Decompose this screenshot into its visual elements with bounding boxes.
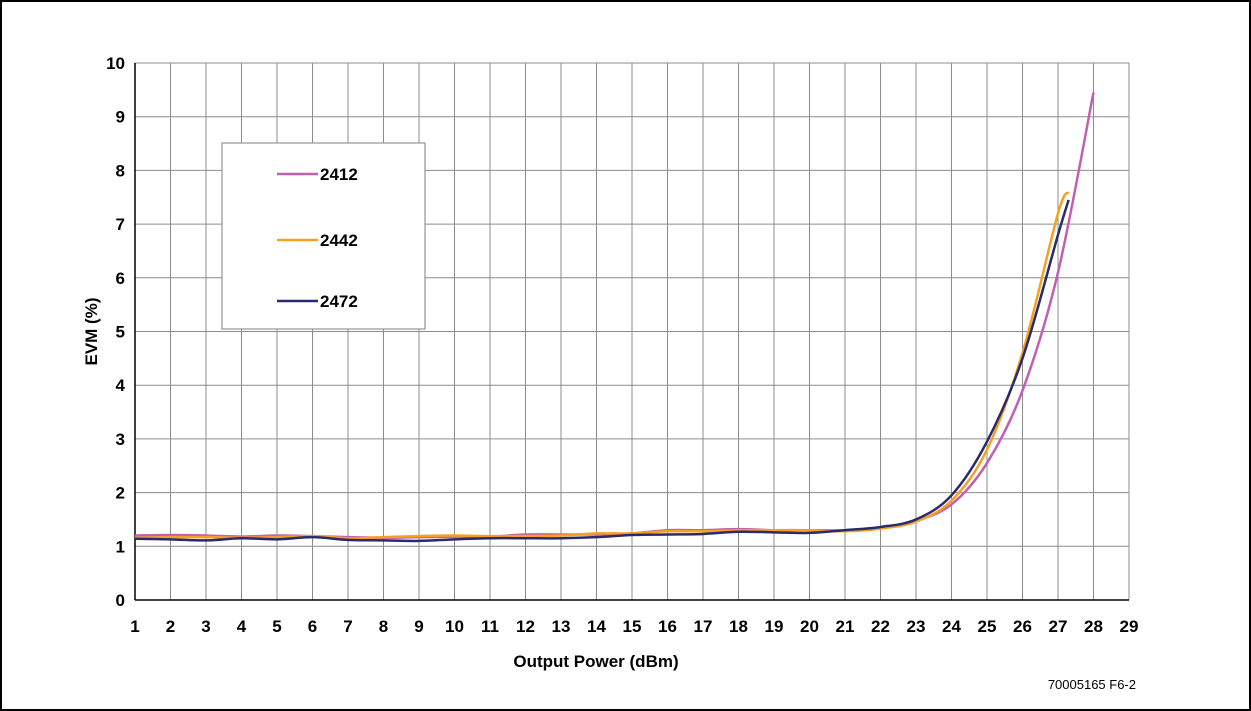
- legend: 2412 2442 2472: [221, 142, 426, 330]
- x-tick-label-27: 28: [1084, 617, 1103, 636]
- y-tick-label-2: 2: [116, 484, 125, 503]
- x-tick-label-14: 15: [623, 617, 642, 636]
- x-tick-label-24: 25: [978, 617, 997, 636]
- x-tick-label-17: 18: [729, 617, 748, 636]
- y-tick-labels: 0 1 2 3 4 5 6 7 8 9 10: [106, 54, 125, 610]
- y-tick-label-9: 9: [116, 108, 125, 127]
- y-axis-title: EVM (%): [82, 298, 101, 366]
- series-line-2442: [134, 191, 1070, 540]
- x-tick-label-22: 23: [907, 617, 926, 636]
- x-axis-title: Output Power (dBm): [513, 652, 678, 671]
- x-tick-label-23: 24: [942, 617, 961, 636]
- x-tick-label-3: 4: [237, 617, 247, 636]
- legend-label-2472: 2472: [320, 292, 358, 311]
- y-tick-label-3: 3: [116, 430, 125, 449]
- x-tick-label-13: 14: [587, 617, 606, 636]
- legend-label-2412: 2412: [320, 165, 358, 184]
- y-tick-label-6: 6: [116, 269, 125, 288]
- x-tick-label-6: 7: [343, 617, 352, 636]
- figure-id: 70005165 F6-2: [1048, 677, 1136, 692]
- x-tick-label-18: 19: [765, 617, 784, 636]
- y-tick-label-10: 10: [106, 54, 125, 73]
- legend-label-2442: 2442: [320, 231, 358, 250]
- y-tick-label-5: 5: [116, 323, 125, 342]
- x-tick-label-2: 3: [201, 617, 210, 636]
- x-tick-label-10: 11: [481, 617, 499, 636]
- x-tick-label-9: 10: [445, 617, 464, 636]
- x-tick-label-7: 8: [379, 617, 388, 636]
- y-tick-label-1: 1: [116, 537, 125, 556]
- x-tick-label-19: 20: [800, 617, 819, 636]
- x-tick-label-8: 9: [414, 617, 423, 636]
- y-tick-label-0: 0: [116, 591, 125, 610]
- x-tick-label-0: 1: [130, 617, 139, 636]
- y-tick-label-8: 8: [116, 161, 125, 180]
- y-tick-label-7: 7: [116, 215, 125, 234]
- x-tick-label-4: 5: [272, 617, 281, 636]
- x-tick-label-15: 16: [658, 617, 677, 636]
- x-tick-label-25: 26: [1013, 617, 1032, 636]
- data-series: [134, 92, 1095, 543]
- x-tick-label-16: 17: [694, 617, 713, 636]
- x-tick-label-20: 21: [836, 617, 855, 636]
- x-tick-label-1: 2: [166, 617, 175, 636]
- x-tick-labels: 1 2 3 4 5 6 7 8 9 10 11 12 13 14 15 16 17 18 19 20 21 22 23 24 2…: [130, 617, 1138, 636]
- x-tick-label-21: 22: [871, 617, 890, 636]
- legend-box: [221, 142, 426, 330]
- x-tick-label-11: 12: [516, 617, 535, 636]
- x-tick-label-28: 29: [1120, 617, 1139, 636]
- x-tick-label-26: 27: [1049, 617, 1068, 636]
- y-tick-label-4: 4: [116, 376, 126, 395]
- x-tick-label-12: 13: [552, 617, 571, 636]
- series-line-2472: [134, 199, 1070, 543]
- x-tick-label-5: 6: [308, 617, 317, 636]
